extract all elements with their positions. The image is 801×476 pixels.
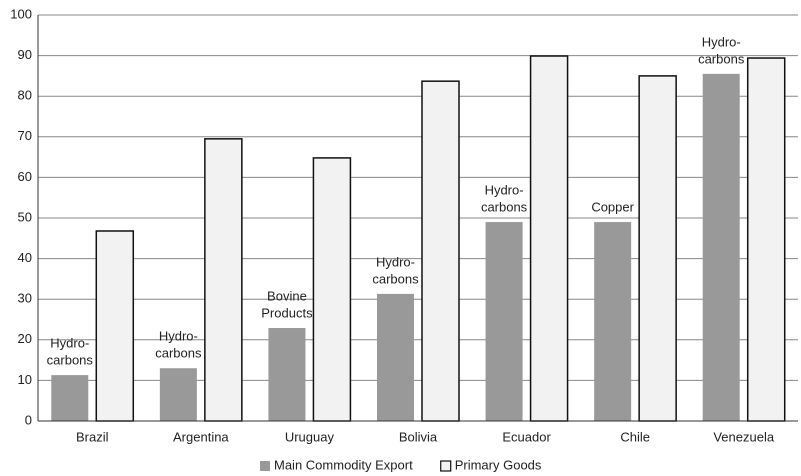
annotation: Hydro- [50,336,89,351]
x-tick-label: Bolivia [399,429,438,444]
y-tick-label: 20 [18,331,32,346]
annotation: Bovine [267,288,307,303]
bar [159,368,197,421]
annotation: Hydro- [159,329,198,344]
bar [95,230,135,422]
bar [594,222,632,421]
y-tick-label: 0 [25,412,32,427]
annotation: carbons [155,346,202,361]
annotation: Hydro- [376,254,415,269]
annotation: carbons [698,51,745,66]
bar [51,375,89,421]
bar [312,157,352,422]
bar [421,80,460,422]
annotation: carbons [47,353,94,368]
legend-swatch [260,461,270,471]
y-tick-label: 60 [18,169,32,184]
annotation: Products [261,305,313,320]
bar [702,73,740,422]
x-tick-label: Ecuador [502,429,551,444]
y-tick-label: 90 [18,47,32,62]
legend-swatch [440,460,452,472]
y-tick-label: 50 [18,209,32,224]
y-tick-label: 10 [18,372,32,387]
y-tick-label: 100 [10,6,32,21]
bar [268,328,306,421]
x-tick-label: Argentina [173,429,229,444]
y-tick-label: 80 [18,88,32,103]
y-tick-label: 70 [18,128,32,143]
x-tick-label: Chile [620,429,650,444]
x-tick-label: Uruguay [285,429,335,444]
bar [204,138,243,422]
bar [638,75,677,422]
y-tick-label: 40 [18,250,32,265]
bar [377,293,414,421]
x-tick-label: Venezuela [713,429,774,444]
legend-label: Main Commodity Export [274,457,413,472]
annotation: Copper [591,199,634,214]
bar [485,222,523,421]
x-tick-label: Brazil [76,429,109,444]
annotation: carbons [372,271,419,286]
annotation: Hydro- [702,34,741,49]
annotation: carbons [481,199,528,214]
legend-label: Primary Goods [455,457,542,472]
bar [746,57,786,422]
bar [529,55,569,422]
annotation: Hydro- [485,182,524,197]
y-tick-label: 30 [18,291,32,306]
